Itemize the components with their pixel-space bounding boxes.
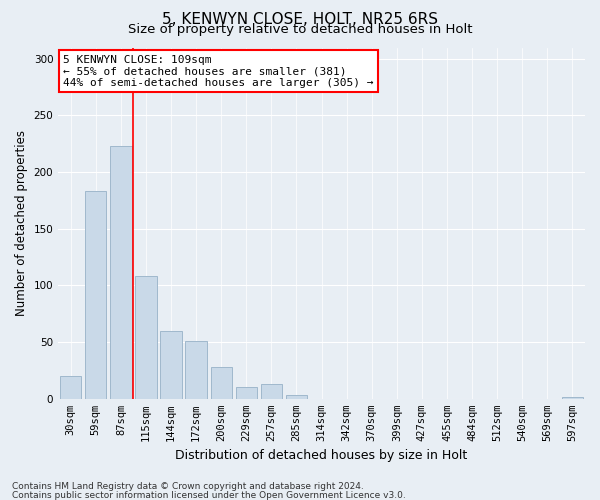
Bar (160, 331, 182, 399)
Bar (136, 276, 157, 399)
Y-axis label: Number of detached properties: Number of detached properties (15, 130, 28, 316)
Bar (85, 192, 106, 399)
Bar (110, 146, 131, 399)
Text: Contains HM Land Registry data © Crown copyright and database right 2024.: Contains HM Land Registry data © Crown c… (12, 482, 364, 491)
Bar (286, 396, 307, 399)
Bar (185, 341, 207, 399)
Bar (562, 396, 583, 399)
X-axis label: Distribution of detached houses by size in Holt: Distribution of detached houses by size … (175, 450, 468, 462)
Text: 5 KENWYN CLOSE: 109sqm
← 55% of detached houses are smaller (381)
44% of semi-de: 5 KENWYN CLOSE: 109sqm ← 55% of detached… (64, 54, 374, 88)
Text: Size of property relative to detached houses in Holt: Size of property relative to detached ho… (128, 22, 472, 36)
Text: 5, KENWYN CLOSE, HOLT, NR25 6RS: 5, KENWYN CLOSE, HOLT, NR25 6RS (162, 12, 438, 28)
Bar (261, 384, 282, 399)
Text: Contains public sector information licensed under the Open Government Licence v3: Contains public sector information licen… (12, 490, 406, 500)
Bar (236, 388, 257, 399)
Bar (211, 367, 232, 399)
Bar (60, 376, 82, 399)
